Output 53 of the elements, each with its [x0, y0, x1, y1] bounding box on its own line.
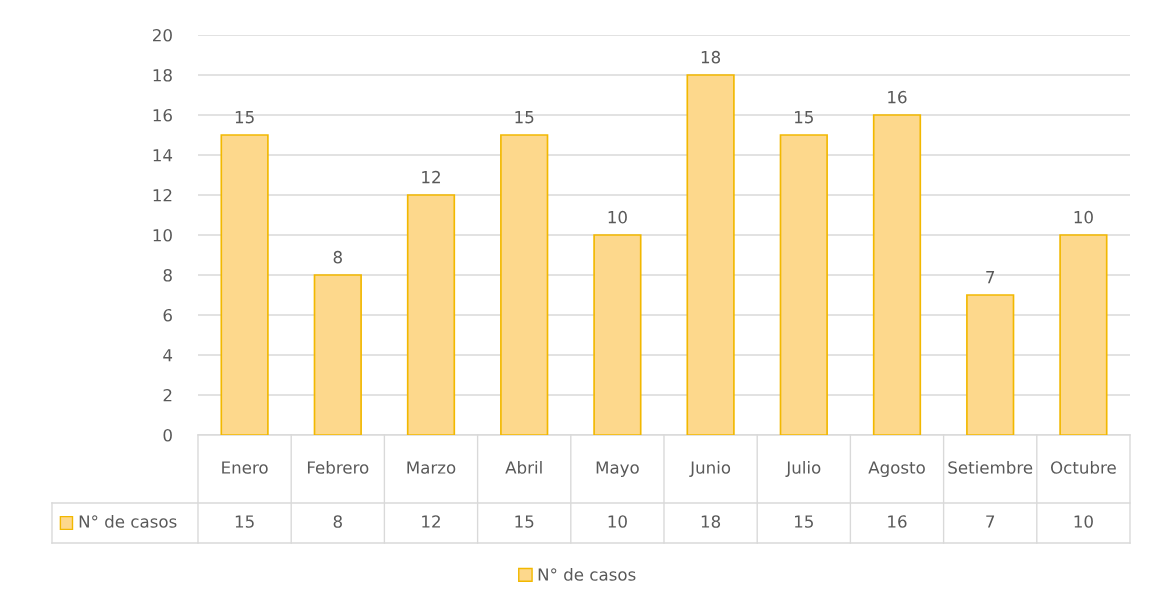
- y-tick-label: 6: [163, 308, 172, 322]
- y-tick-label: 2: [163, 388, 172, 402]
- text: 15: [795, 515, 813, 528]
- bar: [500, 134, 549, 435]
- x-tick-label: Agosto: [868, 461, 925, 478]
- text: 10: [608, 515, 627, 528]
- bar: [966, 294, 1015, 435]
- y-tick-label: 18: [153, 68, 172, 82]
- x-tick-label: Abril: [505, 460, 542, 474]
- x-tick-label: Setiembre: [948, 460, 1033, 474]
- y-tick-label: 4: [163, 349, 173, 362]
- x-tick-label: Julio: [785, 460, 821, 477]
- x-tick-label: Octubre: [1050, 460, 1116, 474]
- bar: [686, 74, 735, 435]
- data-label: 15: [515, 111, 534, 124]
- x-tick-label: Febrero: [307, 460, 369, 474]
- y-tick-label: 8: [163, 268, 172, 282]
- x-tick-label: Mayo: [596, 461, 639, 478]
- bar: [313, 274, 362, 435]
- text: 15: [515, 515, 534, 528]
- data-label: 15: [795, 111, 813, 124]
- bar: [872, 114, 922, 435]
- data-label: 8: [333, 250, 342, 264]
- data-label: 18: [701, 50, 721, 64]
- x-tick-label: Marzo: [407, 461, 456, 474]
- data-label: 10: [1074, 210, 1093, 224]
- data-label: 16: [888, 90, 907, 104]
- data-label: 15: [235, 111, 254, 124]
- data-label: 12: [422, 170, 440, 184]
- x-tick-label: Enero: [222, 461, 268, 474]
- legend-label: N° de casos: [79, 514, 177, 528]
- y-tick-label: 10: [153, 228, 172, 242]
- data-label: 7: [986, 271, 995, 284]
- bar: [220, 134, 269, 435]
- text: 15: [235, 515, 254, 528]
- bar: [1059, 234, 1108, 435]
- text: 7: [986, 515, 995, 528]
- text: 8: [333, 515, 342, 528]
- y-tick-label: 20: [153, 28, 172, 42]
- text: 18: [701, 515, 721, 528]
- bar: [406, 194, 456, 435]
- y-tick-label: 16: [153, 108, 172, 122]
- text: 10: [1074, 515, 1093, 528]
- bar: [779, 134, 828, 435]
- text: N° de casos: [538, 567, 636, 581]
- bar: [593, 234, 642, 435]
- data-label: 10: [608, 210, 627, 224]
- y-tick-label: 12: [153, 188, 172, 202]
- x-tick-label: Junio: [689, 460, 731, 477]
- y-tick-label: 0: [163, 428, 172, 442]
- text: 12: [422, 515, 440, 528]
- y-tick-label: 14: [153, 149, 173, 162]
- text: 16: [888, 515, 907, 528]
